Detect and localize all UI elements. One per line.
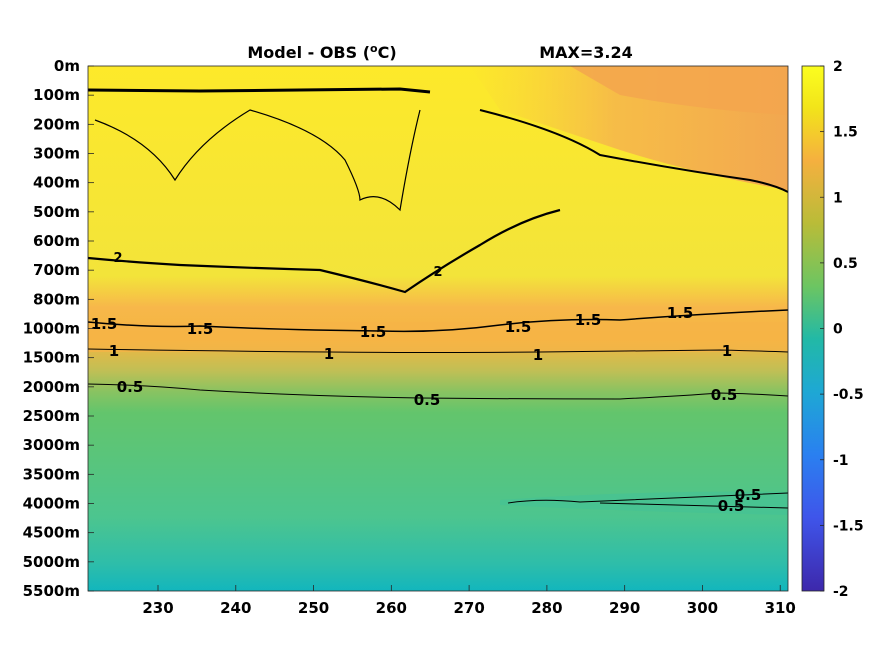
warm-band-mid-depth <box>88 322 788 352</box>
y-tick-label: 300m <box>33 145 80 163</box>
contour-0.5-deep <box>507 492 788 509</box>
contour-label: 2 <box>433 265 442 280</box>
y-tick-label: 2500m <box>23 407 80 425</box>
colorbar-tick-label: -2 <box>833 584 849 600</box>
contour-label: 1 <box>109 342 119 360</box>
deep-green-patch <box>500 491 788 515</box>
contour-label: 1 <box>324 345 334 363</box>
y-tick-label: 3000m <box>23 436 80 454</box>
colorbar-tick-label: 0.5 <box>833 256 858 272</box>
colorbar-tick-label: 1.5 <box>833 125 858 141</box>
x-tick-label: 260 <box>376 599 407 617</box>
y-tick-label: 0m <box>54 57 80 75</box>
contour-2-lower <box>88 208 561 294</box>
contour-label: 1.5 <box>667 304 694 322</box>
y-tick-label: 600m <box>33 232 80 250</box>
warm-region-top-strip <box>570 66 788 115</box>
colorbar-tick-label: -1 <box>833 453 849 469</box>
x-tick-label: 280 <box>531 599 562 617</box>
y-tick-label: 400m <box>33 174 80 192</box>
contour-label: 1.5 <box>575 311 602 329</box>
contour-label: 0.5 <box>718 497 745 515</box>
y-tick-label: 1000m <box>23 320 80 338</box>
contour-label: 0.5 <box>711 386 738 404</box>
title-unit-superscript: o <box>370 42 378 55</box>
contour-lines <box>88 87 788 509</box>
y-tick-label: 4000m <box>23 495 80 513</box>
y-tick-label: 800m <box>33 290 80 308</box>
contour-label: 1.5 <box>360 323 387 341</box>
x-tick-label: 310 <box>765 599 796 617</box>
contour-label: 1.5 <box>91 315 118 333</box>
y-tick-label: 1500m <box>23 349 80 367</box>
colorbar-tick-label: -1.5 <box>833 518 864 534</box>
y-tick-label: 700m <box>33 261 80 279</box>
contour-label: 2 <box>113 251 122 266</box>
contour-label: 0.5 <box>117 378 144 396</box>
chart-title: Model - OBS (oC) <box>247 42 396 62</box>
colorbar-tick-label: 0 <box>833 322 843 338</box>
contour-label: 1 <box>722 342 732 360</box>
contour-2-right-band <box>479 109 788 193</box>
y-axis: 0m 100m 200m 300m 400m 500m 600m 700m 800m 1000m 1… <box>23 57 94 600</box>
title-unit-end: C) <box>378 43 397 62</box>
y-tick-label: 500m <box>33 203 80 221</box>
contour-labels: 1.5 1.5 1.5 1.5 1.5 1.5 1 1 1 1 0.5 0.5 … <box>91 251 762 515</box>
title-text: Model - OBS ( <box>247 43 370 62</box>
contour-2-upper-region <box>94 109 421 212</box>
x-tick-label: 240 <box>220 599 251 617</box>
colorbar: 2 1.5 1 0.5 0 -0.5 -1 -1.5 -2 <box>801 59 864 600</box>
contour-1 <box>88 348 788 353</box>
x-tick-label: 290 <box>609 599 640 617</box>
contour-label: 1.5 <box>187 320 214 338</box>
max-label: MAX=3.24 <box>539 43 633 62</box>
contour-0.5 <box>88 383 788 400</box>
y-tick-label: 4500m <box>23 524 80 542</box>
contour-2-top <box>88 87 431 94</box>
y-tick-label: 100m <box>33 86 80 104</box>
contour-1.5 <box>88 309 788 333</box>
colorbar-tick-label: -0.5 <box>833 387 864 403</box>
y-tick-label: 5500m <box>23 582 80 600</box>
contour-label: 1.5 <box>505 318 532 336</box>
colorbar-tick-label: 2 <box>833 59 843 75</box>
contour-label: 0.5 <box>414 391 441 409</box>
y-tick-label: 5000m <box>23 553 80 571</box>
x-tick-label: 300 <box>687 599 718 617</box>
contour-label: 0.5 <box>735 486 762 504</box>
y-tick-label: 200m <box>33 115 80 133</box>
y-tick-label: 2000m <box>23 378 80 396</box>
x-tick-label: 230 <box>142 599 173 617</box>
y-tick-label: 3500m <box>23 465 80 483</box>
colorbar-ticks: 2 1.5 1 0.5 0 -0.5 -1 -1.5 -2 <box>820 59 864 600</box>
x-tick-label: 250 <box>298 599 329 617</box>
x-axis: 230 240 250 260 270 280 290 300 310 <box>142 585 796 617</box>
contour-label: 1 <box>533 346 543 364</box>
colorbar-tick-label: 1 <box>833 190 843 206</box>
plot-area: 1.5 1.5 1.5 1.5 1.5 1.5 1 1 1 1 0.5 0.5 … <box>88 66 788 591</box>
x-tick-label: 270 <box>453 599 484 617</box>
